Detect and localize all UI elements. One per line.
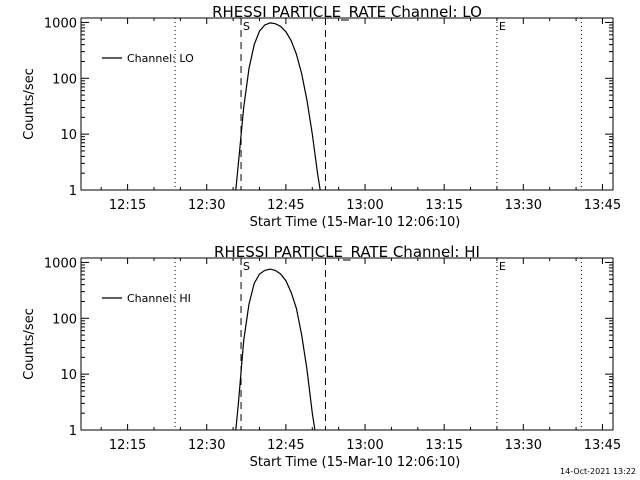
panel-1-y-tick-label: 10	[60, 128, 77, 143]
panel-2-x-tick-label: 13:15	[425, 438, 462, 453]
panel-1-x-tick-label: 12:30	[188, 198, 225, 213]
panel-1-chart-title: RHESSI PARTICLE_RATE Channel: LO	[212, 3, 482, 22]
panel-2-x-tick-label: 13:00	[346, 438, 383, 453]
panel-2-x-tick-label: 12:15	[109, 438, 146, 453]
panel-2-y-tick-label: 10	[60, 368, 77, 383]
panel-1-x-tick-label: 13:00	[346, 198, 383, 213]
panel-2-plot-frame	[80, 257, 614, 431]
timestamp-label: 14-Oct-2021 13:22	[560, 467, 636, 476]
panel-1-x-tick-label: 12:45	[267, 198, 304, 213]
panel-2-x-axis-label: Start Time (15-Mar-10 12:06:10)	[250, 455, 461, 470]
panel-1-marker-label: E	[499, 20, 506, 33]
panel-2-chart-title: RHESSI PARTICLE_RATE Channel: HI	[214, 243, 480, 262]
panel-1-x-tick-label: 13:45	[584, 198, 621, 213]
panel-2-y-tick-label: 1000	[44, 256, 77, 271]
panel-1-x-tick-label: 13:15	[425, 198, 462, 213]
panel-1-plot-frame	[80, 17, 614, 191]
panel-1-y-axis-label: Counts/sec	[22, 68, 37, 140]
panel-1-series-line	[235, 22, 321, 191]
panel-1-x-tick-label: 13:30	[505, 198, 542, 213]
panel-2-y-axis-label: Counts/sec	[22, 308, 37, 380]
panel-2-y-tick-label: 1	[69, 424, 77, 439]
panel-2-x-tick-label: 13:45	[584, 438, 621, 453]
panel-2-x-tick-label: 13:30	[505, 438, 542, 453]
panel-1-legend-label: Channel: LO	[127, 52, 194, 65]
panel-2-marker-label: E	[499, 260, 506, 273]
panel-2-marker-label: S	[243, 260, 250, 273]
panel-1-marker-label: S	[243, 20, 250, 33]
panel-1-x-tick-label: 12:15	[109, 198, 146, 213]
panel-2-y-tick-label: 100	[52, 312, 77, 327]
panel-2-series-line	[235, 268, 316, 431]
panel-1-x-axis-label: Start Time (15-Mar-10 12:06:10)	[250, 215, 461, 230]
panel-1-y-tick-label: 100	[52, 72, 77, 87]
panel-1-y-tick-label: 1	[69, 184, 77, 199]
panel-2-x-tick-label: 12:45	[267, 438, 304, 453]
panel-2-x-tick-label: 12:30	[188, 438, 225, 453]
panel-1-y-tick-label: 1000	[44, 16, 77, 31]
panel-2-legend-label: Channel: HI	[127, 292, 191, 305]
